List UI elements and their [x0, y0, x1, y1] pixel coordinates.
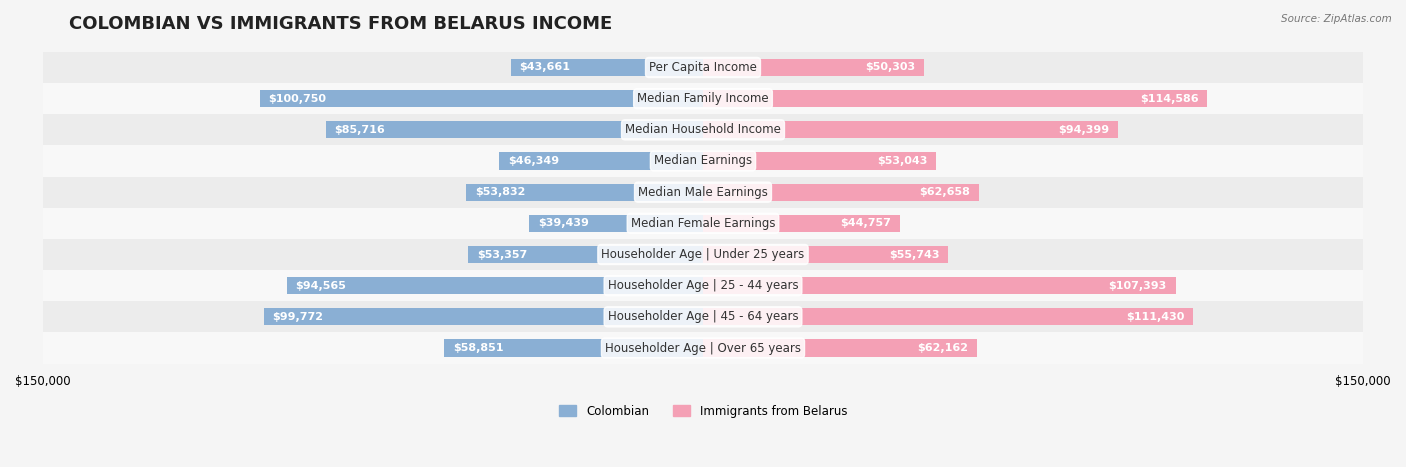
Text: $55,743: $55,743: [889, 249, 939, 260]
Bar: [703, 308, 1194, 325]
Legend: Colombian, Immigrants from Belarus: Colombian, Immigrants from Belarus: [554, 400, 852, 422]
Text: Householder Age | 25 - 44 years: Householder Age | 25 - 44 years: [607, 279, 799, 292]
Text: $58,851: $58,851: [453, 343, 503, 353]
Bar: [42, 301, 1364, 333]
Text: $39,439: $39,439: [538, 219, 589, 228]
Text: $94,399: $94,399: [1059, 125, 1109, 135]
Bar: [42, 239, 1364, 270]
Bar: [703, 277, 1175, 294]
Bar: [703, 215, 900, 232]
Text: $44,757: $44,757: [841, 219, 891, 228]
Text: $53,832: $53,832: [475, 187, 526, 197]
Bar: [703, 121, 1119, 138]
Text: COLOMBIAN VS IMMIGRANTS FROM BELARUS INCOME: COLOMBIAN VS IMMIGRANTS FROM BELARUS INC…: [69, 15, 613, 33]
Text: $50,303: $50,303: [866, 63, 915, 72]
Bar: [703, 152, 936, 170]
Text: Median Family Income: Median Family Income: [637, 92, 769, 105]
Text: Source: ZipAtlas.com: Source: ZipAtlas.com: [1281, 14, 1392, 24]
Bar: [703, 246, 948, 263]
Text: $94,565: $94,565: [295, 281, 346, 290]
Text: Householder Age | 45 - 64 years: Householder Age | 45 - 64 years: [607, 311, 799, 323]
Bar: [42, 145, 1364, 177]
Text: $62,162: $62,162: [917, 343, 967, 353]
Bar: [510, 59, 703, 76]
Text: Median Female Earnings: Median Female Earnings: [631, 217, 775, 230]
Text: $111,430: $111,430: [1126, 312, 1185, 322]
Bar: [703, 184, 979, 201]
Bar: [260, 90, 703, 107]
Text: Median Earnings: Median Earnings: [654, 155, 752, 168]
Text: Median Household Income: Median Household Income: [626, 123, 780, 136]
Bar: [42, 52, 1364, 83]
Bar: [42, 208, 1364, 239]
Bar: [444, 340, 703, 357]
Text: Householder Age | Over 65 years: Householder Age | Over 65 years: [605, 341, 801, 354]
Text: $99,772: $99,772: [273, 312, 323, 322]
Text: $53,357: $53,357: [477, 249, 527, 260]
Bar: [287, 277, 703, 294]
Bar: [530, 215, 703, 232]
Text: $46,349: $46,349: [508, 156, 560, 166]
Bar: [703, 90, 1208, 107]
Text: $85,716: $85,716: [335, 125, 385, 135]
Bar: [42, 83, 1364, 114]
Text: $62,658: $62,658: [920, 187, 970, 197]
Bar: [42, 114, 1364, 145]
Text: $43,661: $43,661: [520, 63, 571, 72]
Text: Per Capita Income: Per Capita Income: [650, 61, 756, 74]
Bar: [326, 121, 703, 138]
Text: $53,043: $53,043: [877, 156, 928, 166]
Text: $114,586: $114,586: [1140, 94, 1198, 104]
Text: $107,393: $107,393: [1108, 281, 1167, 290]
Bar: [468, 246, 703, 263]
Bar: [42, 333, 1364, 364]
Bar: [499, 152, 703, 170]
Text: Median Male Earnings: Median Male Earnings: [638, 186, 768, 198]
Bar: [42, 177, 1364, 208]
Text: $100,750: $100,750: [269, 94, 326, 104]
Bar: [703, 340, 977, 357]
Bar: [264, 308, 703, 325]
Text: Householder Age | Under 25 years: Householder Age | Under 25 years: [602, 248, 804, 261]
Bar: [42, 270, 1364, 301]
Bar: [465, 184, 703, 201]
Bar: [703, 59, 924, 76]
